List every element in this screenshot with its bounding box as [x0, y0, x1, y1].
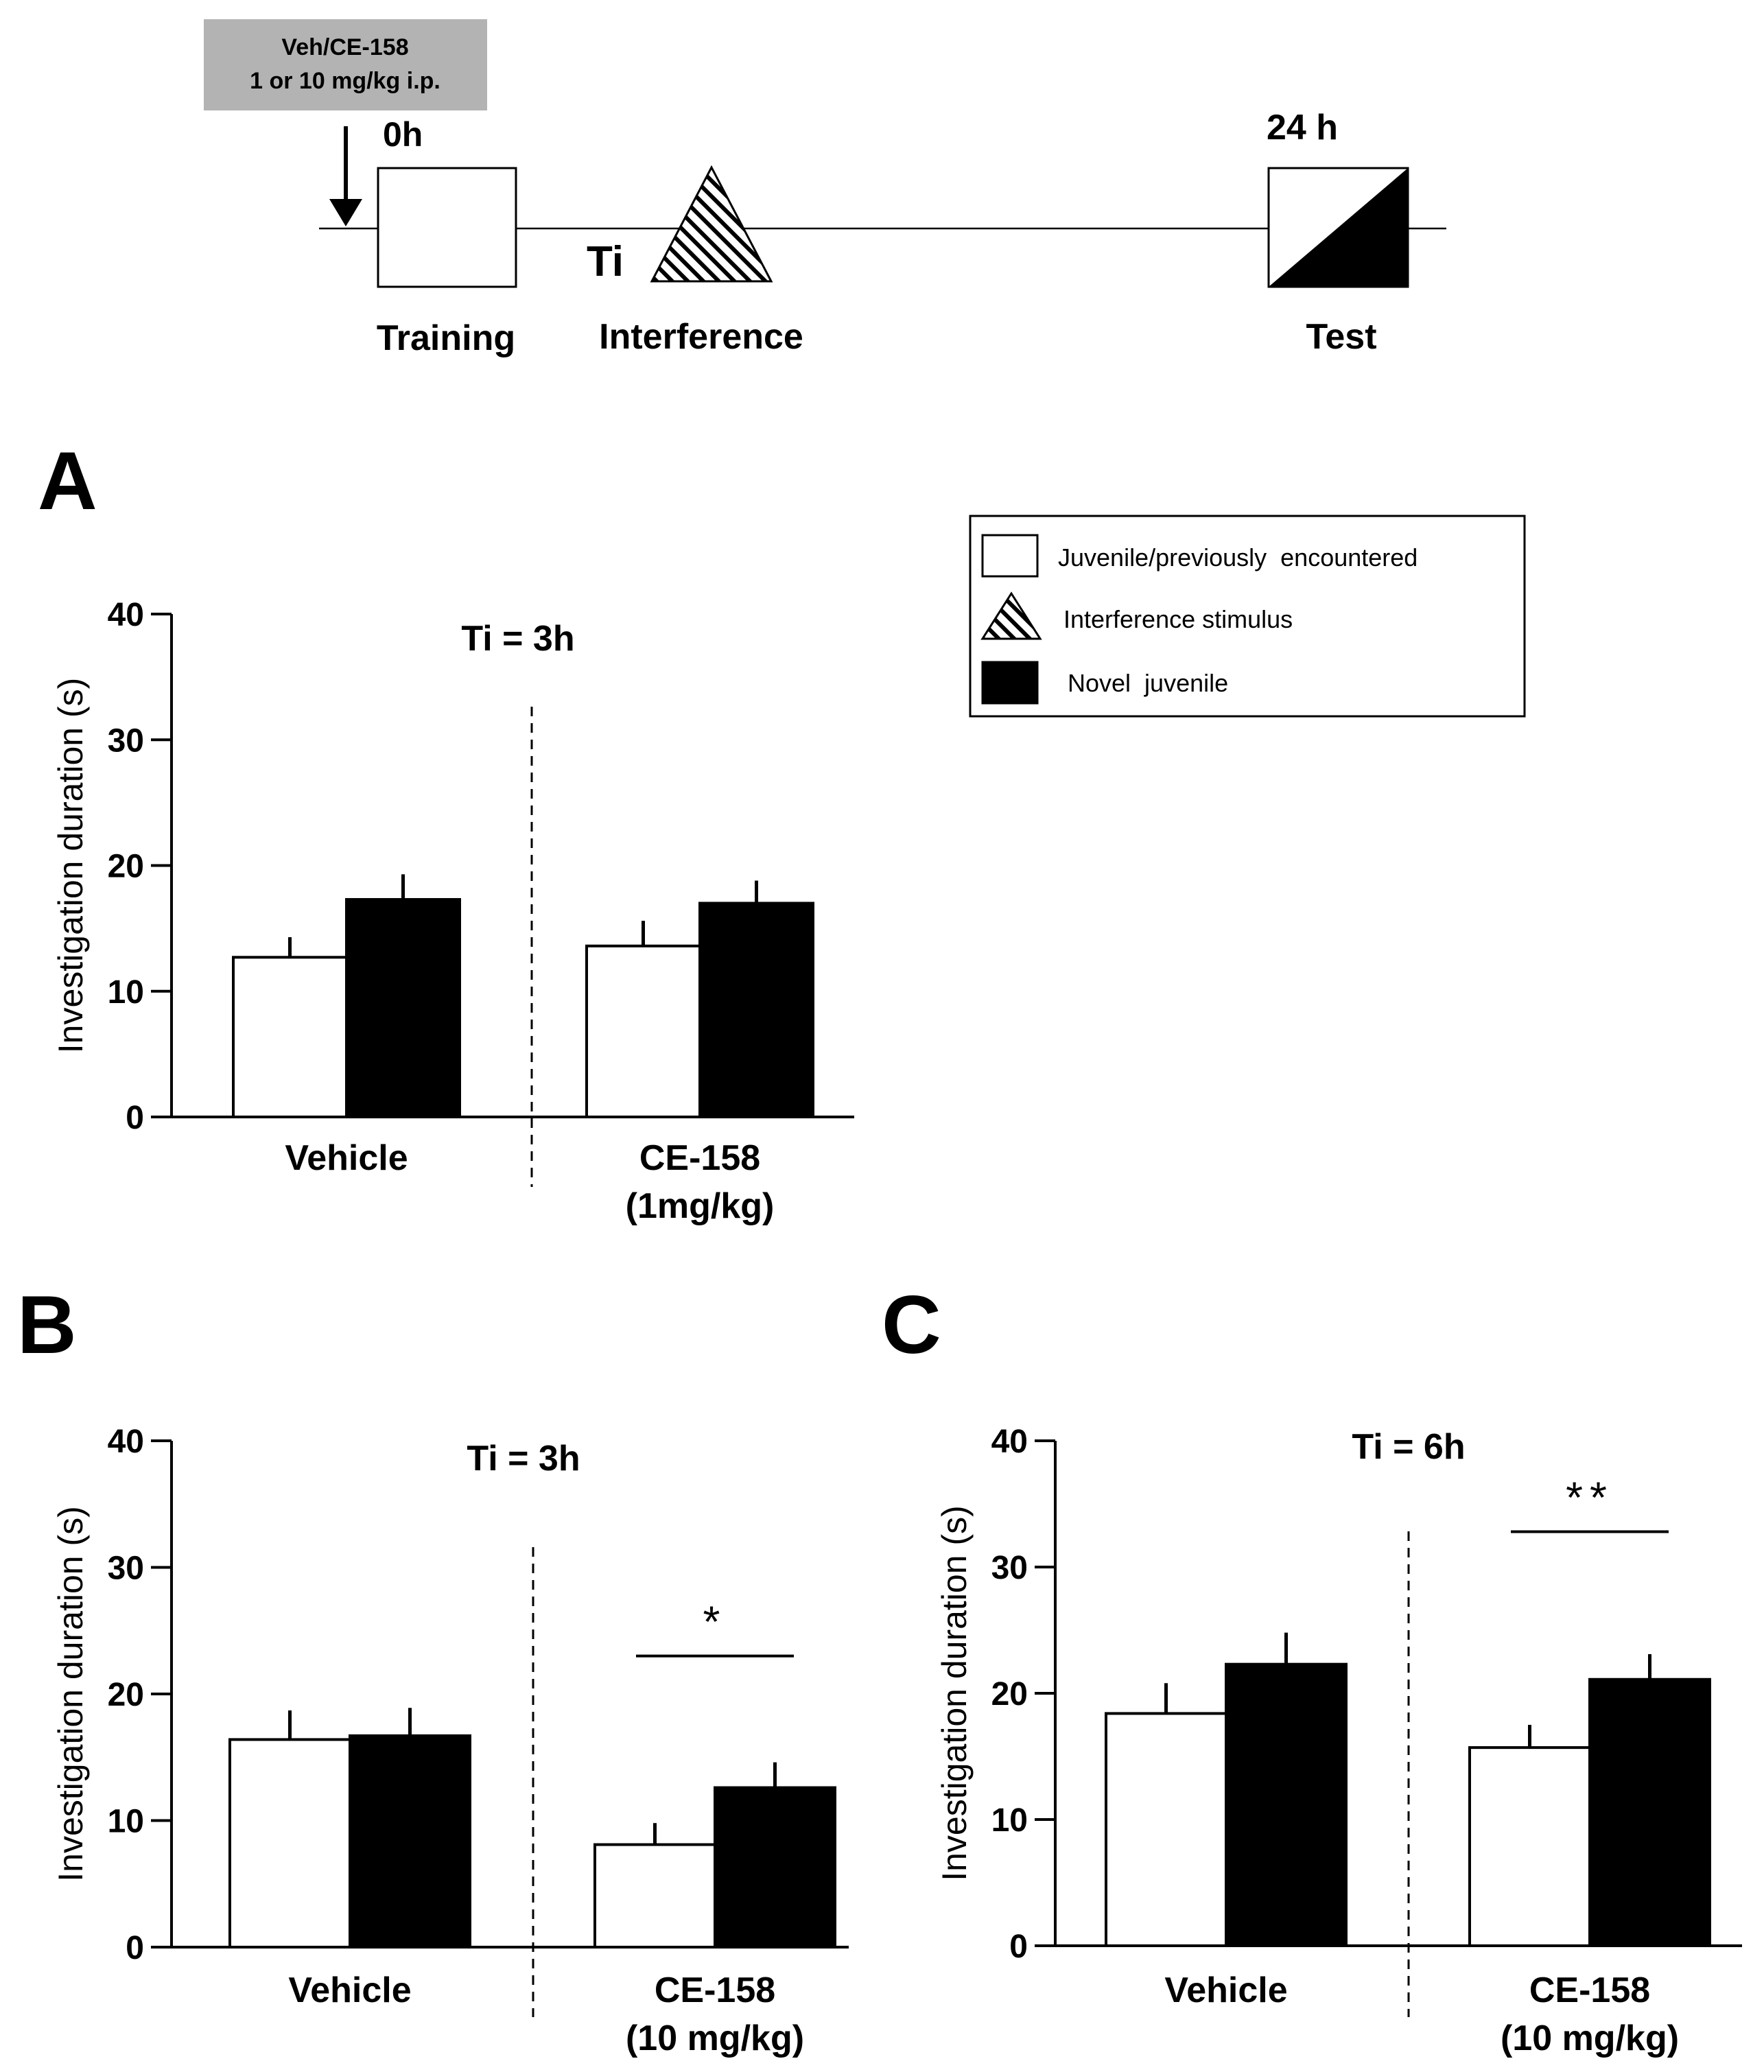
y-tick-label: 40: [108, 597, 144, 633]
bar-novel: [714, 1786, 836, 1949]
y-tick-label: 40: [108, 1424, 144, 1460]
group-label: (10 mg/kg): [626, 2018, 804, 2058]
interference-label: Interference: [599, 317, 803, 357]
bar-novel: [698, 902, 814, 1118]
chart-panel-c: 0 10 20 30 40 Investigation duration (s) Ti = …: [935, 1424, 1742, 2058]
interference-triangle-icon: [650, 165, 773, 283]
bar-juvenile: [1468, 1746, 1591, 1948]
y-tick-label: 10: [991, 1802, 1028, 1839]
y-tick-label: 10: [108, 974, 144, 1011]
chart-panel-a: 0 10 20 30 40 Investigation duration (s) Ti = …: [51, 597, 854, 1226]
ti-label: Ti: [587, 238, 624, 285]
y-tick-label: 10: [108, 1804, 144, 1840]
legend-label-juvenile: Juvenile/previously encountered: [1058, 543, 1418, 572]
group-label: Vehicle: [288, 1970, 411, 2010]
legend-box: [969, 515, 1526, 718]
significance-marker: *: [703, 1597, 727, 1647]
injection-arrow-head: [329, 199, 362, 226]
bar-novel: [345, 897, 461, 1119]
test-label: Test: [1306, 317, 1376, 357]
training-box: [377, 167, 517, 288]
group-label: Vehicle: [285, 1138, 408, 1178]
legend: Juvenile/previously encountered Interfer…: [969, 515, 1526, 718]
y-tick-label: 30: [108, 1551, 144, 1587]
y-tick-label: 20: [108, 849, 144, 885]
y-tick-label: 0: [1009, 1929, 1028, 1965]
group-label: CE-158: [655, 1970, 775, 2010]
treatment-box: [204, 19, 487, 110]
time-start-label: 0h: [383, 115, 423, 154]
group-label: (1mg/kg): [626, 1186, 775, 1226]
legend-label-interference: Interference stimulus: [1063, 605, 1293, 633]
bar-juvenile: [232, 956, 348, 1118]
bar-novel: [349, 1734, 471, 1949]
y-tick-label: 0: [126, 1100, 144, 1136]
bar-novel: [1225, 1662, 1348, 1947]
time-test-label: 24 h: [1267, 108, 1338, 148]
chart-title: Ti = 3h: [461, 619, 574, 659]
y-axis-label: Investigation duration (s): [51, 1506, 90, 1882]
test-box-fill: [1269, 168, 1408, 287]
y-tick-label: 0: [126, 1930, 144, 1966]
y-tick-label: 20: [991, 1676, 1028, 1712]
chart-panel-b: 0 10 20 30 40 Investigation duration (s) Ti = …: [51, 1424, 849, 2058]
protocol-timeline: Veh/CE-158 1 or 10 mg/kg i.p. 0h Trainin…: [204, 19, 1446, 358]
panel-letter-a: A: [38, 435, 97, 527]
chart-title: Ti = 3h: [467, 1439, 580, 1479]
y-tick-label: 20: [108, 1677, 144, 1713]
legend-interference-icon: [980, 591, 1042, 640]
bar-juvenile: [228, 1738, 351, 1949]
bar-novel: [1588, 1677, 1711, 1947]
y-tick-label: 40: [991, 1424, 1028, 1460]
significance-marker: **: [1566, 1472, 1614, 1522]
y-tick-label: 30: [108, 722, 144, 759]
treatment-label-line1: Veh/CE-158: [281, 34, 408, 60]
bar-juvenile: [585, 944, 701, 1119]
chart-title: Ti = 6h: [1352, 1427, 1465, 1467]
panel-letter-b: B: [17, 1279, 77, 1371]
panel-letter-c: C: [882, 1279, 941, 1371]
training-label: Training: [377, 318, 515, 358]
group-label: CE-158: [1529, 1970, 1650, 2010]
bar-juvenile: [593, 1843, 716, 1949]
legend-swatch-juvenile: [981, 534, 1039, 578]
bar-juvenile: [1105, 1712, 1227, 1947]
group-label: (10 mg/kg): [1501, 2018, 1679, 2058]
y-axis-label: Investigation duration (s): [935, 1505, 974, 1881]
y-axis-label: Investigation duration (s): [51, 678, 90, 1054]
treatment-label-line2: 1 or 10 mg/kg i.p.: [250, 68, 440, 94]
group-label: Vehicle: [1164, 1970, 1287, 2010]
y-tick-label: 30: [991, 1550, 1028, 1586]
legend-swatch-novel: [981, 661, 1039, 705]
group-label: CE-158: [639, 1138, 760, 1178]
legend-label-novel: Novel juvenile: [1068, 669, 1228, 697]
